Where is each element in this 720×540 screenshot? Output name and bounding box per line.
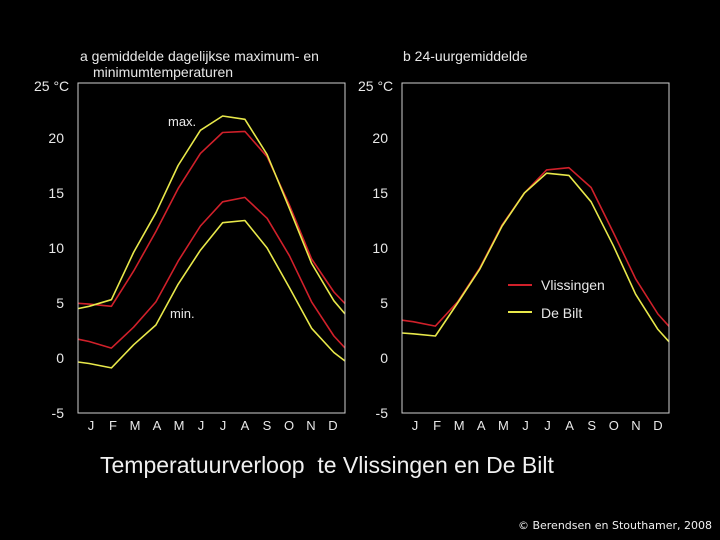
- x-tick-label: A: [153, 418, 162, 433]
- panel-b-title: b 24-uurgemiddelde: [403, 48, 528, 64]
- x-tick-label: J: [198, 418, 205, 433]
- panel-b-series-lines: [401, 166, 670, 343]
- x-tick-label: S: [587, 418, 596, 433]
- x-tick-label: N: [631, 418, 640, 433]
- y-tick-label: 5: [56, 295, 64, 311]
- x-tick-label: O: [284, 418, 294, 433]
- x-tick-label: J: [522, 418, 529, 433]
- series-line-vlissingen: [401, 166, 670, 327]
- x-tick-label: O: [609, 418, 619, 433]
- panel-b-legend: Vlissingen De Bilt: [508, 277, 605, 321]
- x-tick-label: M: [174, 418, 185, 433]
- x-tick-label: J: [544, 418, 551, 433]
- panel-a-title: a gemiddelde dagelijkse maximum- en: [80, 48, 319, 64]
- legend-label-de-bilt: De Bilt: [541, 305, 582, 321]
- series-line-vlissingen-max: [77, 130, 346, 308]
- y-tick-label: 0: [56, 350, 64, 366]
- series-line-vlissingen-min: [77, 196, 346, 349]
- x-tick-label: J: [88, 418, 95, 433]
- x-tick-label: J: [220, 418, 227, 433]
- y-tick-label: 20: [48, 130, 64, 146]
- panel-b-y-unit-label: 25 °C: [358, 78, 393, 94]
- copyright-notice: © Berendsen en Stouthamer, 2008: [517, 519, 712, 532]
- series-line-de_bilt-max: [77, 115, 346, 315]
- panel-a-max-min-temperatures: a gemiddelde dagelijkse maximum- en mini…: [34, 48, 346, 433]
- y-tick-label: 10: [372, 240, 388, 256]
- x-tick-label: A: [477, 418, 486, 433]
- x-tick-label: M: [454, 418, 465, 433]
- panel-a-plot-frame: [77, 82, 346, 414]
- panel-a-y-tick-labels: 20 15 10 5 0 -5: [48, 130, 64, 421]
- panel-a-y-unit-label: 25 °C: [34, 78, 69, 94]
- y-tick-label: 10: [48, 240, 64, 256]
- x-tick-label: F: [109, 418, 117, 433]
- panel-b-y-tick-labels: 20 15 10 5 0 -5: [372, 130, 388, 421]
- x-tick-label: M: [130, 418, 141, 433]
- x-tick-label: M: [498, 418, 509, 433]
- legend-label-vlissingen: Vlissingen: [541, 277, 605, 293]
- x-tick-label: A: [565, 418, 574, 433]
- y-tick-label: 5: [380, 295, 388, 311]
- panel-a-min-annotation: min.: [170, 306, 195, 321]
- panel-a-series-lines: [77, 115, 346, 369]
- panel-a-max-annotation: max.: [168, 114, 196, 129]
- series-line-de_bilt-min: [77, 219, 346, 369]
- x-tick-label: J: [412, 418, 419, 433]
- panel-a-subtitle: minimumtemperaturen: [93, 64, 233, 80]
- y-tick-label: 15: [48, 185, 64, 201]
- x-tick-label: A: [241, 418, 250, 433]
- x-tick-label: D: [328, 418, 337, 433]
- series-line-de_bilt: [401, 172, 670, 343]
- x-tick-label: D: [653, 418, 662, 433]
- x-tick-label: S: [263, 418, 272, 433]
- y-tick-label: 20: [372, 130, 388, 146]
- slide-title: Temperatuurverloop te Vlissingen en De B…: [100, 452, 554, 478]
- y-tick-label: 15: [372, 185, 388, 201]
- y-tick-label: -5: [376, 405, 389, 421]
- y-tick-label: 0: [380, 350, 388, 366]
- x-tick-label: N: [306, 418, 315, 433]
- y-tick-label: -5: [52, 405, 65, 421]
- panel-b-plot-frame: [401, 82, 670, 414]
- x-tick-label: F: [433, 418, 441, 433]
